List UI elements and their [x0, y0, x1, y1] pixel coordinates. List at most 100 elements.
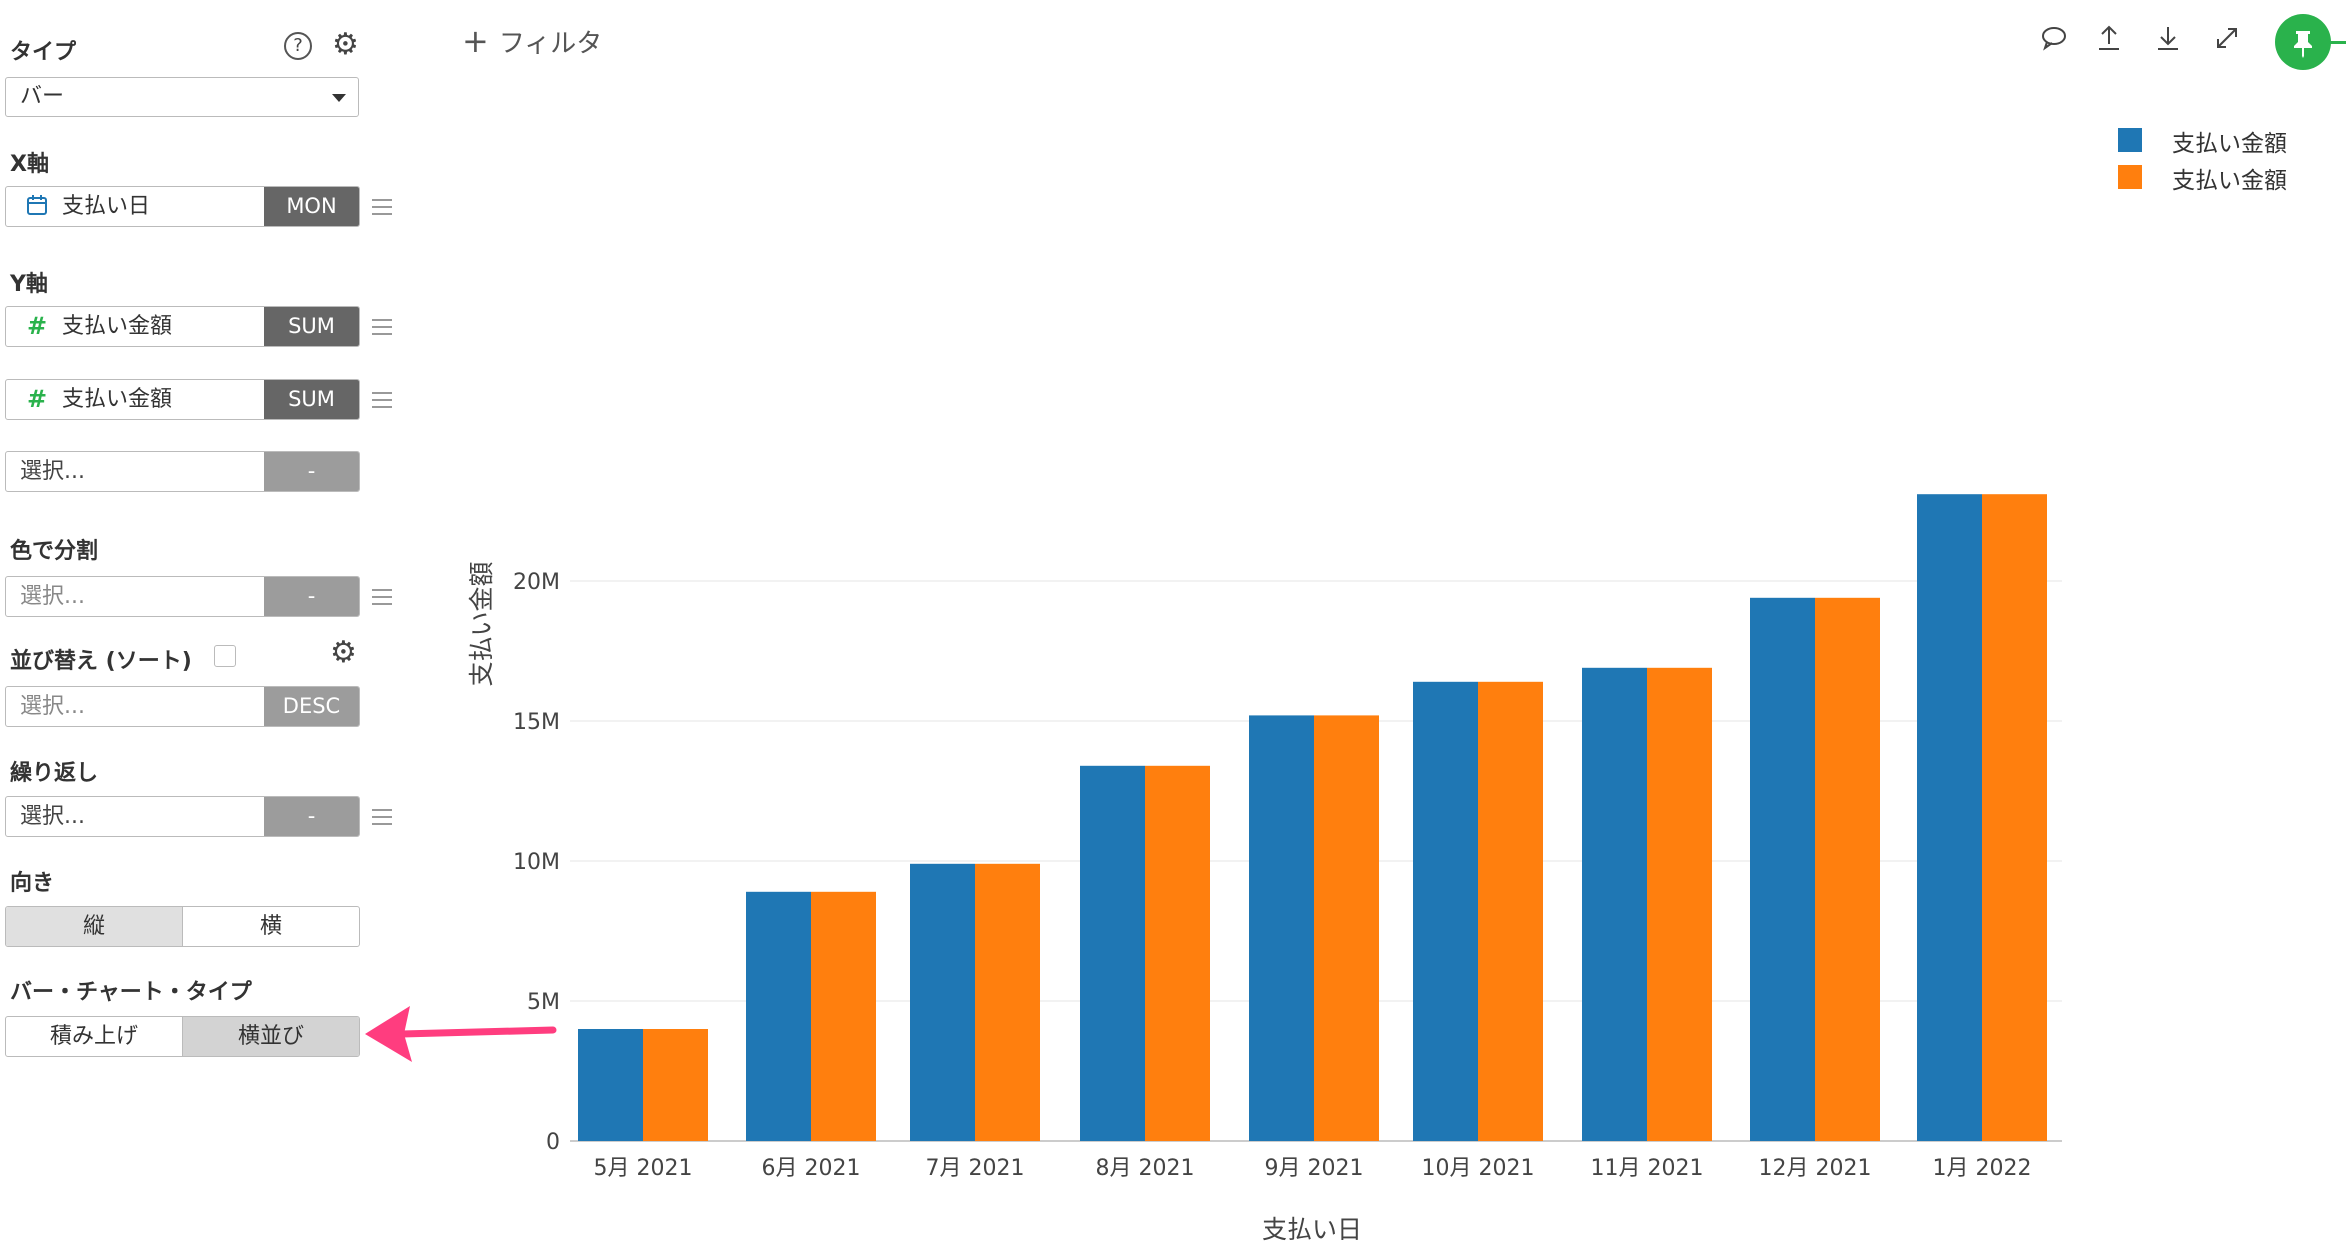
drag-handle-icon[interactable] — [372, 809, 392, 825]
color-split-aggregation[interactable]: - — [264, 577, 359, 616]
bar-series-1[interactable] — [1582, 667, 1647, 1141]
chart-settings-sidebar: タイプ ? ⚙ バー X軸 支払い日 MON Y軸 # 支払い金額 SUM # … — [0, 0, 392, 1250]
y-axis-field-1-aggregation[interactable]: SUM — [264, 307, 359, 346]
bar-series-2[interactable] — [643, 1029, 708, 1141]
x-tick-label: 9月 2021 — [1265, 1156, 1364, 1181]
bar-series-1[interactable] — [1917, 494, 1982, 1141]
bar-series-1[interactable] — [1413, 681, 1478, 1141]
help-icon[interactable]: ? — [284, 32, 312, 60]
repeat-aggregation[interactable]: - — [264, 797, 359, 836]
y-axis-field-1-name: 支払い金額 — [62, 314, 173, 339]
bar-series-2[interactable] — [1982, 494, 2047, 1141]
color-split-label: 色で分割 — [10, 539, 99, 564]
number-icon: # — [26, 312, 48, 340]
chevron-down-icon — [332, 94, 346, 102]
x-axis-label: X軸 — [10, 152, 49, 177]
bar-type-grouped-button[interactable]: 横並び — [182, 1017, 359, 1056]
color-split-placeholder: 選択... — [20, 584, 85, 609]
add-filter-label: フィルタ — [498, 29, 603, 59]
chart-type-select[interactable]: バー — [5, 77, 359, 117]
sort-placeholder: 選択... — [20, 694, 85, 719]
number-icon: # — [26, 385, 48, 413]
repeat-field[interactable]: 選択... - — [5, 796, 360, 837]
y-axis-title: 支払い金額 — [467, 561, 496, 686]
drag-handle-icon[interactable] — [372, 589, 392, 605]
plus-icon: + — [462, 22, 489, 60]
legend-swatch-2 — [2118, 165, 2142, 189]
y-axis-label: Y軸 — [10, 272, 48, 297]
bar-chart-type-toggle: 積み上げ 横並び — [5, 1016, 360, 1057]
bar-series-1[interactable] — [1249, 715, 1314, 1141]
y-axis-add-placeholder: 選択... — [20, 459, 85, 484]
color-split-field[interactable]: 選択... - — [5, 576, 360, 617]
bar-series-1[interactable] — [1080, 765, 1145, 1141]
x-axis-field[interactable]: 支払い日 MON — [5, 186, 360, 227]
y-tick-label: 20M — [513, 570, 560, 595]
y-tick-label: 0 — [546, 1130, 560, 1155]
chart-type-value: バー — [20, 84, 65, 109]
y-axis-field-1[interactable]: # 支払い金額 SUM — [5, 306, 360, 347]
x-axis-title: 支払い日 — [1262, 1215, 1362, 1244]
y-axis-add-aggregation[interactable]: - — [264, 452, 359, 491]
comment-icon[interactable] — [2040, 24, 2068, 59]
pin-indicator — [2328, 41, 2346, 44]
sort-direction[interactable]: DESC — [264, 687, 359, 726]
bar-series-2[interactable] — [1145, 765, 1210, 1141]
bar-series-2[interactable] — [1647, 667, 1712, 1141]
bar-type-stacked-button[interactable]: 積み上げ — [49, 1024, 138, 1049]
sort-checkbox[interactable] — [214, 645, 236, 667]
legend-label-2: 支払い金額 — [2172, 168, 2287, 194]
gear-icon[interactable]: ⚙ — [332, 27, 359, 62]
bar-series-1[interactable] — [910, 863, 975, 1141]
drag-handle-icon[interactable] — [372, 392, 392, 408]
bar-series-2[interactable] — [1314, 715, 1379, 1141]
y-tick-label: 15M — [513, 710, 560, 735]
bar-series-2[interactable] — [811, 891, 876, 1141]
x-axis-field-name: 支払い日 — [62, 194, 151, 219]
bar-series-2[interactable] — [1815, 597, 1880, 1141]
y-axis-add-field[interactable]: 選択... - — [5, 451, 360, 492]
bar-series-2[interactable] — [975, 863, 1040, 1141]
bar-chart-type-label: バー・チャート・タイプ — [10, 980, 252, 1005]
orientation-label: 向き — [10, 871, 55, 896]
legend-swatch-1 — [2118, 128, 2142, 152]
bar-series-1[interactable] — [746, 891, 811, 1141]
x-tick-label: 7月 2021 — [926, 1156, 1025, 1181]
chart-tick-labels: 0 5M 10M 15M 20M 5月 2021 6月 2021 7月 2021 8月 2021… — [513, 570, 2031, 1181]
type-label: タイプ — [10, 40, 77, 65]
y-axis-field-2[interactable]: # 支払い金額 SUM — [5, 379, 360, 420]
bar-series-1[interactable] — [1750, 597, 1815, 1141]
x-tick-label: 6月 2021 — [762, 1156, 861, 1181]
y-axis-field-2-name: 支払い金額 — [62, 387, 173, 412]
download-icon[interactable] — [2154, 24, 2182, 59]
bar-series-1[interactable] — [578, 1029, 643, 1141]
calendar-icon — [24, 193, 50, 219]
orientation-vertical-button[interactable]: 縦 — [6, 907, 182, 946]
annotation-arrow — [365, 1006, 557, 1062]
x-tick-label: 12月 2021 — [1759, 1156, 1872, 1181]
x-tick-label: 10月 2021 — [1422, 1156, 1535, 1181]
x-tick-label: 1月 2022 — [1933, 1156, 2032, 1181]
upload-icon[interactable] — [2095, 24, 2123, 59]
x-tick-label: 8月 2021 — [1096, 1156, 1195, 1181]
drag-handle-icon[interactable] — [372, 199, 392, 215]
repeat-placeholder: 選択... — [20, 804, 85, 829]
y-tick-label: 5M — [527, 990, 560, 1015]
x-axis-aggregation[interactable]: MON — [264, 187, 359, 226]
chart-bars — [578, 494, 2047, 1141]
legend-label-1: 支払い金額 — [2172, 131, 2287, 157]
sort-field[interactable]: 選択... DESC — [5, 686, 360, 727]
sort-gear-icon[interactable]: ⚙ — [330, 635, 357, 670]
sort-label: 並び替え (ソート) — [10, 649, 192, 674]
drag-handle-icon[interactable] — [372, 319, 392, 335]
orientation-horizontal-button[interactable]: 横 — [182, 907, 359, 946]
pin-icon[interactable] — [2275, 14, 2331, 70]
add-filter-button[interactable]: + フィルタ — [462, 24, 602, 61]
orientation-toggle: 縦 横 — [5, 906, 360, 947]
y-axis-field-2-aggregation[interactable]: SUM — [264, 380, 359, 419]
bar-series-2[interactable] — [1478, 681, 1543, 1141]
repeat-label: 繰り返し — [10, 761, 99, 786]
expand-icon[interactable] — [2213, 24, 2241, 59]
x-tick-label: 11月 2021 — [1591, 1156, 1704, 1181]
